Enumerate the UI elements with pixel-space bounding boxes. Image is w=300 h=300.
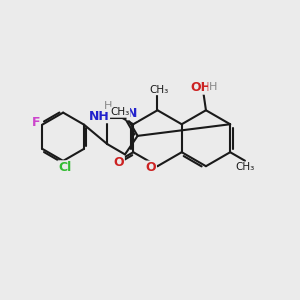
Text: N: N	[127, 107, 137, 120]
Text: O: O	[114, 156, 124, 169]
Text: Cl: Cl	[58, 161, 71, 174]
Text: CH₃: CH₃	[149, 85, 169, 94]
Text: CH₃: CH₃	[110, 107, 130, 117]
Text: O: O	[146, 161, 156, 174]
Text: NH: NH	[89, 110, 110, 123]
Text: OH: OH	[190, 81, 211, 94]
Text: H: H	[209, 82, 217, 92]
Text: F: F	[32, 116, 40, 129]
Text: H: H	[104, 101, 112, 111]
Text: CH₃: CH₃	[235, 162, 255, 172]
